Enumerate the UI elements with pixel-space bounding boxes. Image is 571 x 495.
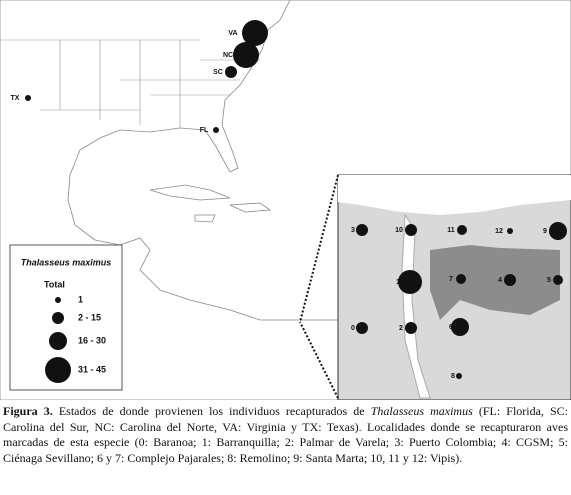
locality-label: 11 <box>447 227 455 234</box>
caption-species: Thalasseus maximus <box>370 404 473 418</box>
legend-symbol <box>45 357 71 383</box>
locality-label: 7 <box>449 276 453 283</box>
legend-symbol <box>55 297 61 303</box>
marker <box>451 318 469 336</box>
marker <box>398 270 422 294</box>
locality-label: 1 <box>396 279 400 286</box>
legend-label: 1 <box>78 294 83 304</box>
state-label: TX <box>11 95 20 102</box>
locality-label: 0 <box>351 325 355 332</box>
legend-label: 16 - 30 <box>78 335 106 345</box>
caption-text: Estados de donde provienen los individuo… <box>58 404 365 418</box>
caption: Figura 3. Estados de donde provienen los… <box>3 404 568 466</box>
locality-label: 9 <box>543 228 547 235</box>
marker <box>356 322 368 334</box>
legend-symbol <box>49 332 67 350</box>
marker <box>405 224 417 236</box>
marker <box>233 42 259 68</box>
marker <box>549 222 567 240</box>
marker <box>457 225 467 235</box>
legend-label: 31 - 45 <box>78 364 106 374</box>
marker <box>504 274 516 286</box>
state-label: VA <box>228 30 237 37</box>
legend-title: Thalasseus maximus <box>21 257 112 267</box>
marker <box>225 66 237 78</box>
state-label: NC <box>223 52 233 59</box>
locality-label: 2 <box>399 325 403 332</box>
river <box>401 213 431 399</box>
locality-label: 10 <box>395 227 403 234</box>
state-label: SC <box>213 69 223 76</box>
locality-label: 5 <box>547 277 551 284</box>
caption-label: Figura 3. <box>3 404 53 418</box>
caption-text: (FL: Florida, SC: Carolina del Sur, NC: … <box>3 404 569 465</box>
marker <box>25 95 31 101</box>
inset-sea <box>338 175 571 215</box>
marker <box>456 274 466 284</box>
marker <box>242 20 268 46</box>
leader <box>299 174 339 323</box>
locality-label: 12 <box>495 228 503 235</box>
marker <box>553 275 563 285</box>
swamp <box>430 245 560 320</box>
marker <box>405 322 417 334</box>
borders <box>0 39 260 128</box>
marker <box>507 228 513 234</box>
marker <box>356 224 368 236</box>
locality-label: 6 <box>449 324 453 331</box>
legend-symbol <box>52 312 64 324</box>
locality-label: 3 <box>351 227 355 234</box>
legend-label: 2 - 15 <box>78 312 101 322</box>
state-label: FL <box>200 127 209 134</box>
locality-label: 4 <box>498 277 502 284</box>
marker <box>456 373 462 379</box>
legend-subtitle: Total <box>44 279 65 289</box>
marker <box>213 127 219 133</box>
locality-label: 8 <box>451 373 455 380</box>
